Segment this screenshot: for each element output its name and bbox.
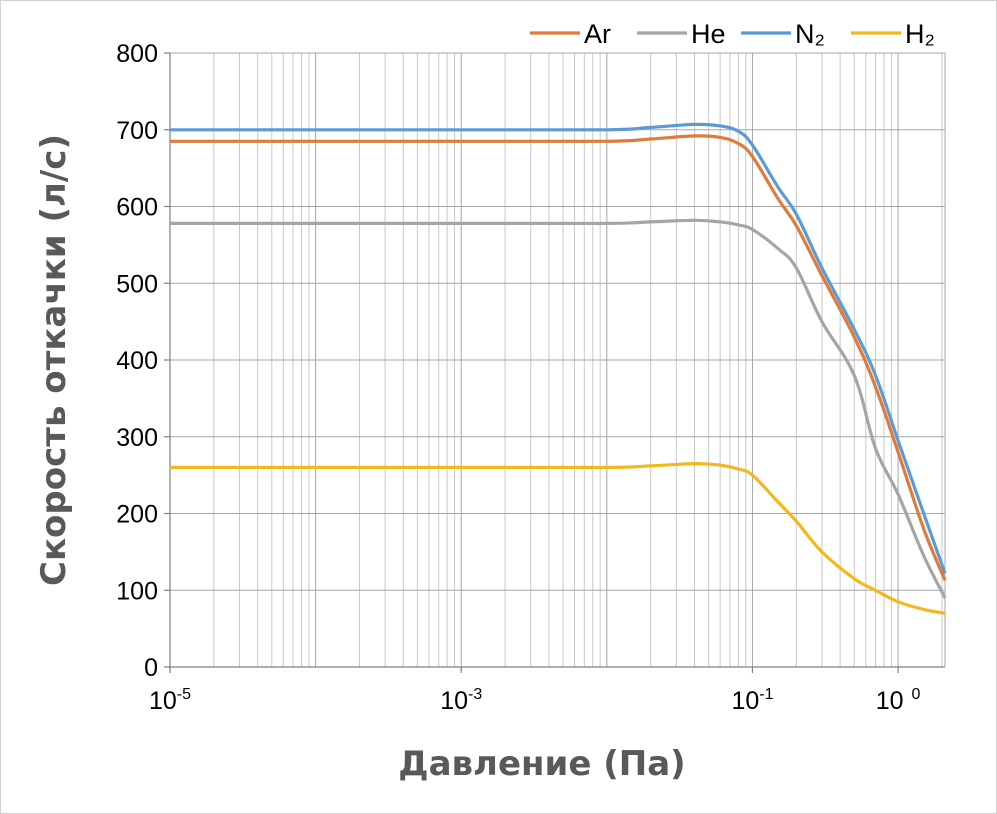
y-tick-label: 300 <box>116 424 158 452</box>
y-tick-label: 800 <box>116 40 158 68</box>
legend-label: N₂ <box>795 19 825 49</box>
legend-label: Ar <box>584 19 611 49</box>
x-tick-label: 10-3 <box>440 686 482 715</box>
y-axis-label: Скорость откачки (л/с) <box>34 134 74 586</box>
series-line <box>170 122 947 574</box>
y-tick-label: 500 <box>116 270 158 298</box>
axes <box>164 52 945 673</box>
series-line <box>170 461 946 615</box>
series-lines <box>169 122 947 615</box>
y-tick-labels: 0 100 200 300 400 500 600 700 800 <box>116 40 158 682</box>
x-tick-labels: 10-5 10-3 10-1 10 0 <box>149 686 921 715</box>
x-tick-label: 10-1 <box>731 686 773 715</box>
series-line <box>170 134 947 581</box>
grid <box>169 52 946 668</box>
x-axis-label: Давление (Па) <box>398 744 685 784</box>
y-tick-label: 600 <box>116 194 158 222</box>
legend-label: H₂ <box>905 19 935 49</box>
y-tick-label: 200 <box>116 501 158 529</box>
x-tick-label: 10 0 <box>876 686 921 715</box>
x-tick-label: 10-5 <box>149 686 191 715</box>
y-tick-label: 400 <box>116 347 158 375</box>
series-line <box>169 218 947 599</box>
y-tick-label: 0 <box>144 654 158 682</box>
y-tick-label: 700 <box>116 117 158 145</box>
legend-label: He <box>691 19 726 49</box>
legend: Ar He N₂ H₂ <box>530 19 935 49</box>
y-tick-label: 100 <box>116 577 158 605</box>
